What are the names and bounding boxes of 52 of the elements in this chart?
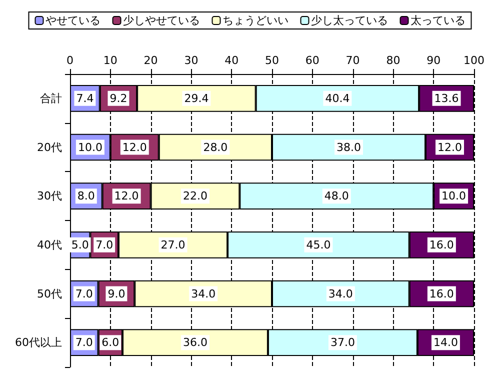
legend-label: やせている bbox=[45, 14, 100, 27]
y-tick-label: 60代以上 bbox=[15, 336, 62, 350]
y-tick-label: 合計 bbox=[40, 92, 62, 105]
data-label: 40.4 bbox=[325, 92, 350, 105]
x-tick-label: 30 bbox=[184, 54, 198, 67]
data-label: 13.6 bbox=[434, 92, 459, 105]
y-tick-label: 20代 bbox=[37, 140, 62, 154]
data-label: 12.0 bbox=[122, 140, 147, 154]
data-label: 12.0 bbox=[114, 190, 139, 203]
data-label: 48.0 bbox=[324, 190, 349, 203]
x-tick-label: 90 bbox=[426, 54, 441, 67]
data-label: 28.0 bbox=[203, 140, 228, 154]
y-tick-label: 30代 bbox=[37, 190, 62, 203]
x-tick-label: 40 bbox=[224, 54, 239, 67]
data-label: 8.0 bbox=[77, 190, 95, 203]
data-label: 7.0 bbox=[96, 238, 114, 252]
x-tick-label: 20 bbox=[144, 54, 158, 67]
x-tick-label: 0 bbox=[66, 54, 74, 67]
legend-label: 少し太っている bbox=[310, 14, 388, 27]
x-tick-label: 10 bbox=[103, 54, 118, 67]
x-tick-label: 100 bbox=[464, 54, 484, 67]
data-label: 37.0 bbox=[330, 336, 355, 350]
legend-label: ちょうどいい bbox=[222, 14, 288, 27]
data-label: 5.0 bbox=[71, 238, 89, 252]
data-label: 9.0 bbox=[108, 287, 126, 300]
data-label: 34.0 bbox=[328, 287, 353, 300]
x-tick-label: 60 bbox=[305, 54, 320, 67]
data-label: 9.2 bbox=[110, 92, 128, 105]
x-tick-label: 70 bbox=[346, 54, 360, 67]
y-tick-label: 40代 bbox=[37, 238, 62, 252]
data-label: 10.0 bbox=[78, 140, 102, 154]
data-label: 12.0 bbox=[438, 140, 462, 154]
data-label: 14.0 bbox=[433, 336, 458, 350]
legend-label: 少しやせている bbox=[122, 14, 200, 27]
data-label: 29.4 bbox=[184, 92, 209, 105]
data-label: 16.0 bbox=[429, 238, 454, 252]
data-label: 45.0 bbox=[306, 238, 331, 252]
data-label: 6.0 bbox=[102, 336, 120, 350]
data-label: 7.0 bbox=[75, 287, 93, 300]
data-label: 16.0 bbox=[429, 287, 454, 300]
data-label: 27.0 bbox=[160, 238, 186, 252]
y-tick-label: 50代 bbox=[37, 287, 62, 300]
data-label: 7.0 bbox=[75, 336, 93, 350]
x-tick-label: 80 bbox=[386, 54, 400, 67]
data-label: 38.0 bbox=[336, 140, 362, 154]
data-label: 22.0 bbox=[182, 190, 208, 203]
data-label: 36.0 bbox=[182, 336, 208, 350]
legend-label: 太っている bbox=[410, 14, 466, 27]
data-label: 10.0 bbox=[442, 190, 466, 203]
data-label: 7.4 bbox=[76, 92, 94, 105]
data-label: 34.0 bbox=[191, 287, 216, 300]
x-tick-label: 50 bbox=[265, 54, 279, 67]
